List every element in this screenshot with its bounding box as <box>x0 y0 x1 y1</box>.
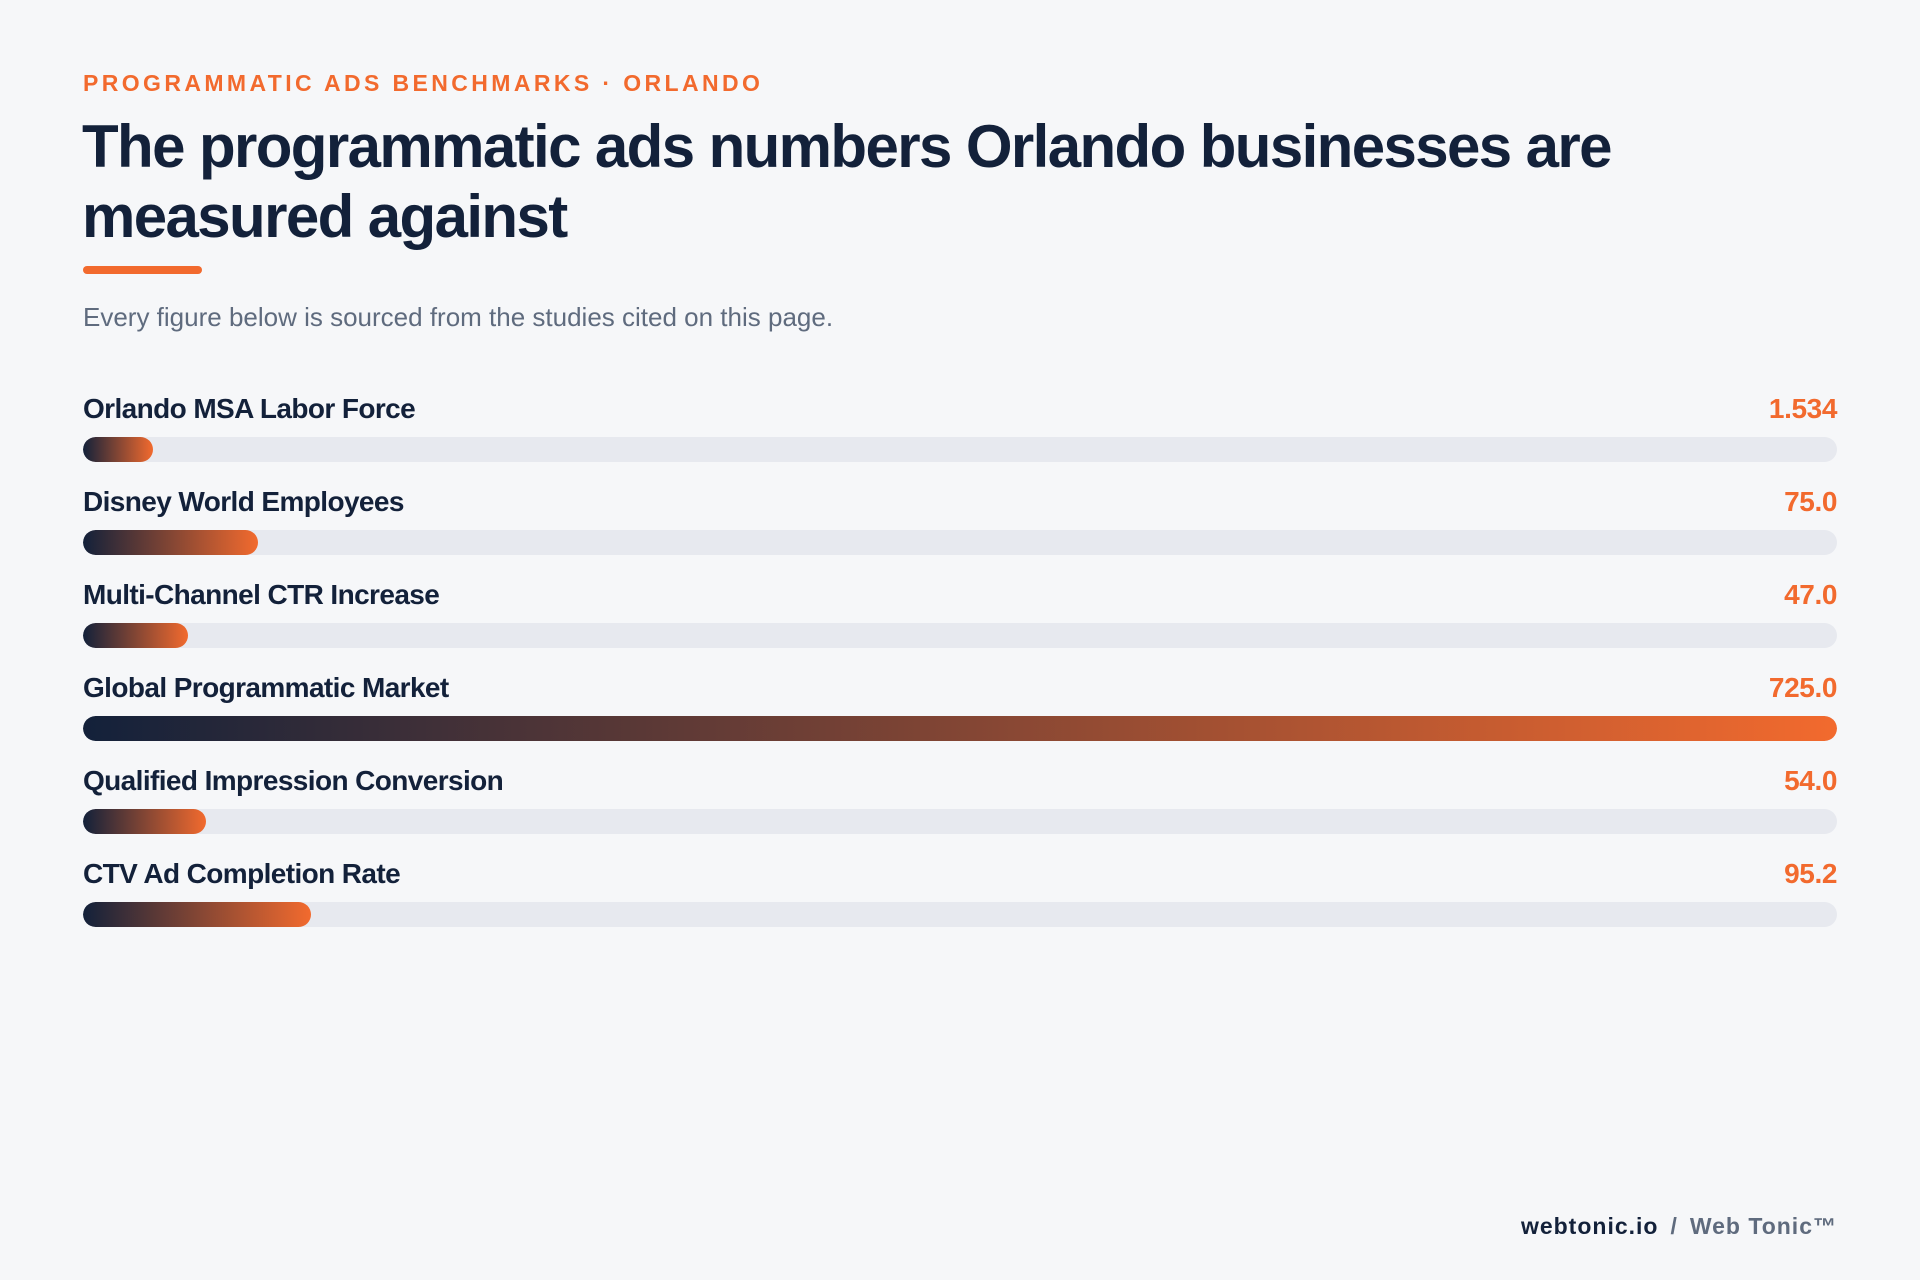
bar-label: Multi-Channel CTR Increase <box>83 579 440 610</box>
bar-fill <box>83 437 153 462</box>
bar-track <box>83 902 1837 927</box>
bar-label: Qualified Impression Conversion <box>83 765 504 796</box>
title-accent-rule <box>83 266 202 274</box>
bar-value-label: 1.534 <box>1768 393 1837 424</box>
footer-separator: / <box>1670 1213 1678 1239</box>
bar-label: Global Programmatic Market <box>83 672 449 703</box>
bar-row: Orlando MSA Labor Force 1.534 <box>83 392 1837 485</box>
bar-track <box>83 716 1837 741</box>
bar-row: Qualified Impression Conversion 54.0 <box>83 764 1837 857</box>
footer-credit: webtonic.io / Web Tonic™ <box>1521 1213 1837 1240</box>
bar-track <box>83 623 1837 648</box>
bar-value-label: 54.0 <box>1784 765 1837 796</box>
bar-fill <box>83 530 258 555</box>
bar-value-label: 47.0 <box>1784 579 1837 610</box>
eyebrow-label: PROGRAMMATIC ADS BENCHMARKS · ORLANDO <box>83 70 764 96</box>
bar-label: Orlando MSA Labor Force <box>83 393 416 424</box>
bar-track <box>83 530 1837 555</box>
bar-chart: Orlando MSA Labor Force 1.534 Disney World… <box>83 392 1837 950</box>
bar-value-label: 725.0 <box>1768 672 1837 703</box>
bar-row: Disney World Employees 75.0 <box>83 485 1837 578</box>
bar-fill <box>83 809 206 834</box>
bar-label: Disney World Employees <box>83 486 404 517</box>
bar-fill <box>83 623 188 648</box>
bar-value-label: 95.2 <box>1784 858 1837 889</box>
bar-fill <box>83 902 311 927</box>
bar-value-label: 75.0 <box>1784 486 1837 517</box>
bar-row: Multi-Channel CTR Increase 47.0 <box>83 578 1837 671</box>
bar-row: CTV Ad Completion Rate 95.2 <box>83 857 1837 950</box>
footer-domain: webtonic.io <box>1520 1213 1659 1239</box>
page-title: The programmatic ads numbers Orlando bus… <box>82 113 1613 250</box>
bar-track <box>83 437 1837 462</box>
bar-track <box>83 809 1837 834</box>
bar-fill <box>83 716 1837 741</box>
footer-brand: Web Tonic™ <box>1689 1213 1837 1239</box>
bar-label: CTV Ad Completion Rate <box>83 858 401 889</box>
bar-row: Global Programmatic Market 725.0 <box>83 671 1837 764</box>
subtitle: Every figure below is sourced from the s… <box>83 302 834 332</box>
